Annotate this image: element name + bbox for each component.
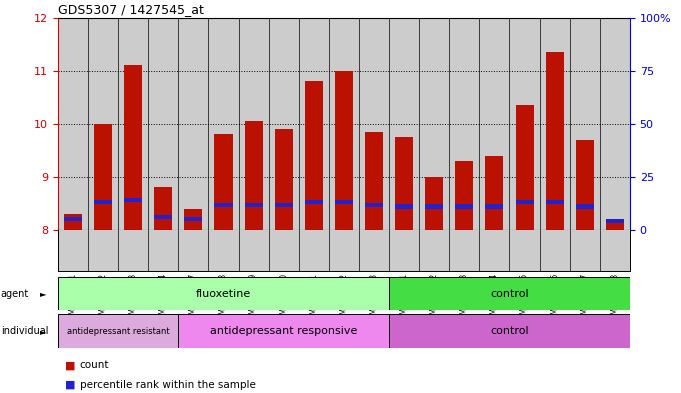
Text: ■: ■ — [65, 380, 75, 390]
Bar — [335, 71, 353, 230]
Bar — [154, 215, 172, 219]
Text: ►: ► — [39, 327, 46, 336]
Bar — [606, 219, 624, 223]
Text: control: control — [490, 326, 529, 336]
Bar — [389, 314, 630, 348]
Bar — [335, 200, 353, 204]
Bar — [94, 200, 112, 204]
Bar — [486, 156, 503, 230]
Text: ►: ► — [39, 289, 46, 298]
Bar — [244, 203, 263, 207]
Text: percentile rank within the sample: percentile rank within the sample — [80, 380, 255, 390]
Bar — [124, 198, 142, 202]
Bar — [185, 217, 202, 221]
Text: GDS5307 / 1427545_at: GDS5307 / 1427545_at — [58, 4, 204, 17]
Bar — [486, 204, 503, 209]
Bar — [94, 124, 112, 230]
Bar — [425, 204, 443, 209]
Text: ■: ■ — [65, 360, 75, 371]
Bar — [395, 137, 413, 230]
Bar — [185, 209, 202, 230]
Bar — [516, 105, 534, 230]
Bar — [516, 200, 534, 204]
Text: fluoxetine: fluoxetine — [196, 289, 251, 299]
Bar — [395, 204, 413, 209]
Text: antidepressant responsive: antidepressant responsive — [210, 326, 358, 336]
Bar — [389, 277, 630, 310]
Bar — [64, 217, 82, 221]
Bar — [365, 203, 383, 207]
Bar — [215, 203, 232, 207]
Bar — [425, 177, 443, 230]
Bar — [305, 200, 323, 204]
Bar — [365, 132, 383, 230]
Bar — [606, 219, 624, 230]
Bar — [178, 314, 389, 348]
Bar — [58, 314, 178, 348]
Bar — [64, 214, 82, 230]
Bar — [575, 140, 594, 230]
Text: count: count — [80, 360, 109, 371]
Bar — [274, 129, 293, 230]
Text: control: control — [490, 289, 529, 299]
Bar — [244, 121, 263, 230]
Bar — [575, 204, 594, 209]
Bar — [154, 187, 172, 230]
Text: individual: individual — [1, 326, 48, 336]
Bar — [274, 203, 293, 207]
Bar — [305, 81, 323, 230]
Bar — [545, 52, 564, 230]
Bar — [58, 277, 389, 310]
Bar — [545, 200, 564, 204]
Text: agent: agent — [1, 289, 29, 299]
Bar — [215, 134, 232, 230]
Bar — [456, 204, 473, 209]
Text: antidepressant resistant: antidepressant resistant — [67, 327, 170, 336]
Bar — [124, 65, 142, 230]
Bar — [456, 161, 473, 230]
